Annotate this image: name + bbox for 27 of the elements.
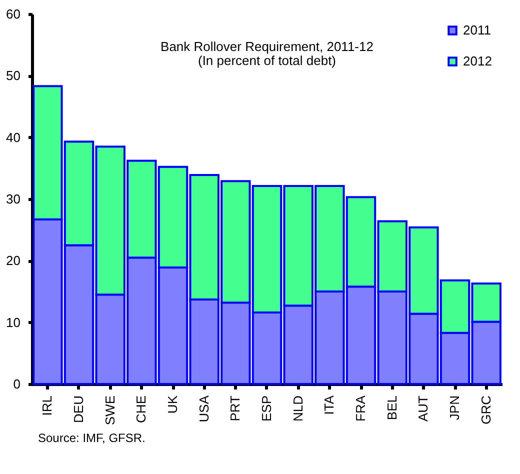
legend-label: 2011: [463, 22, 491, 38]
y-tick-label: 50: [6, 68, 20, 84]
y-tick-label: 0: [13, 376, 20, 392]
y-tick-label: 10: [6, 314, 20, 330]
x-tick-label: AUT: [416, 395, 431, 422]
x-tick-label: GRC: [478, 396, 494, 424]
x-tick-label: UK: [165, 395, 180, 414]
x-tick-label: ESP: [259, 396, 274, 422]
text: (In percent of total debt): [198, 53, 336, 68]
legend-label: 2012: [463, 54, 492, 68]
x-tick-label: BEL: [384, 396, 400, 420]
x-tick-label: JPN: [447, 396, 462, 420]
y-tick-label: 30: [6, 192, 20, 206]
x-tick-label: DEU: [71, 396, 86, 423]
source-note: Source: IMF, GFSR.: [38, 431, 146, 445]
x-tick-label: CHE: [134, 395, 149, 423]
text: Bank Rollover Requirement, 2011-12: [160, 39, 374, 54]
y-tick-label: 60: [6, 6, 20, 22]
x-tick-label: PRT: [228, 395, 243, 422]
x-tick-label: IRL: [40, 396, 55, 416]
x-tick-label: FRA: [353, 395, 368, 422]
x-tick-label: USA: [196, 395, 212, 422]
x-tick-label: SWE: [102, 395, 118, 426]
x-tick-label: NLD: [290, 396, 306, 422]
x-tick-label: ITA: [322, 395, 337, 415]
y-tick-label: 20: [6, 253, 20, 268]
y-tick-label: 40: [6, 130, 20, 145]
